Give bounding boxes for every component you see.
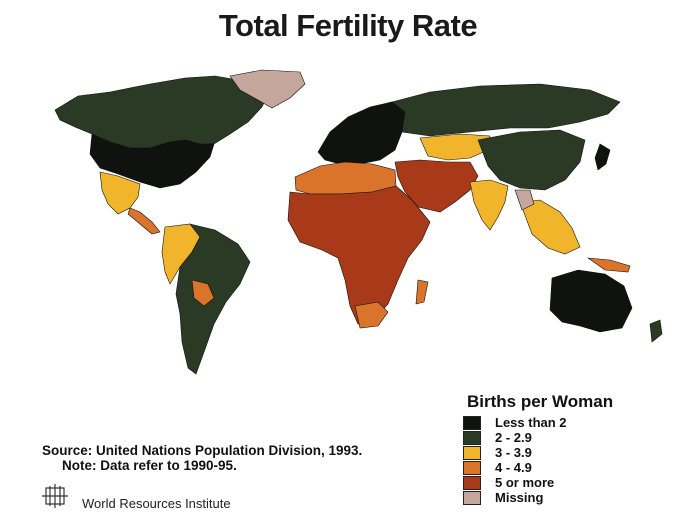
region-south-africa	[354, 301, 389, 329]
map-title: Total Fertility Rate	[218, 8, 478, 43]
region-australia	[549, 269, 633, 333]
legend-swatch	[463, 431, 481, 445]
region-sub-saharan-africa	[287, 185, 431, 325]
source-text: Source: United Nations Population Divisi…	[42, 443, 363, 458]
region-china	[477, 129, 586, 191]
region-new-zealand	[649, 319, 663, 343]
region-russia	[391, 83, 621, 137]
region-madagascar	[415, 279, 429, 305]
legend-label: 3 - 3.9	[495, 445, 532, 460]
legend-swatch	[463, 461, 481, 475]
map-legend: Births per Woman Less than 2 2 - 2.9 3 -…	[463, 392, 693, 505]
publisher-name: World Resources Institute	[82, 496, 231, 511]
legend-label: Missing	[495, 490, 544, 505]
region-central-asia	[419, 133, 491, 161]
legend-label: 4 - 4.9	[495, 460, 532, 475]
world-map	[0, 62, 696, 392]
region-europe	[317, 101, 406, 165]
region-central-america	[127, 207, 161, 235]
region-japan	[594, 143, 611, 171]
legend-label: 5 or more	[495, 475, 555, 490]
legend-swatch	[463, 416, 481, 430]
legend-swatch	[463, 446, 481, 460]
region-usa	[89, 133, 215, 189]
legend-swatch	[463, 476, 481, 490]
region-southeast-asia	[519, 199, 581, 255]
legend-label: 2 - 2.9	[495, 430, 532, 445]
region-greenland	[229, 69, 306, 109]
legend-swatch	[463, 491, 481, 505]
note-text: Note: Data refer to 1990-95.	[62, 458, 237, 473]
legend-title: Births per Woman	[467, 392, 614, 411]
region-north-africa	[294, 161, 397, 195]
region-indonesia	[586, 257, 631, 273]
legend-label: Less than 2	[495, 415, 567, 430]
wri-logo-icon	[42, 484, 68, 508]
region-indochina	[514, 189, 535, 211]
region-india	[469, 179, 509, 231]
region-middle-east	[394, 159, 479, 213]
region-alaska-canada	[54, 75, 269, 149]
region-bolivia	[191, 279, 215, 307]
